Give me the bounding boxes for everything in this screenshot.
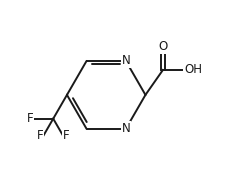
Text: F: F xyxy=(37,129,43,142)
Text: F: F xyxy=(27,112,33,125)
Text: F: F xyxy=(63,129,70,142)
Text: N: N xyxy=(121,122,130,135)
Text: OH: OH xyxy=(184,64,202,77)
Text: O: O xyxy=(158,40,168,53)
Text: N: N xyxy=(121,54,130,67)
